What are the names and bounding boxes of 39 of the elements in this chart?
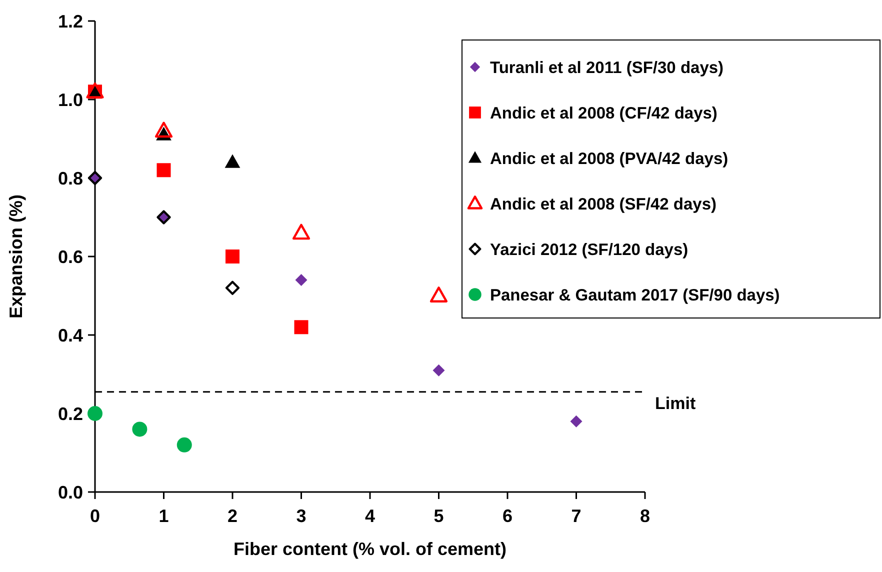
x-axis-title: Fiber content (% vol. of cement) <box>233 539 507 559</box>
x-tick-label: 1 <box>158 506 169 526</box>
ref-line-label: Limit <box>655 394 696 413</box>
point <box>295 274 308 286</box>
legend-label: Turanli et al 2011 (SF/30 days) <box>490 58 724 77</box>
x-tick-label: 7 <box>571 506 582 526</box>
y-tick-label: 1.2 <box>58 11 83 32</box>
point <box>225 280 240 295</box>
legend-label: Andic et al 2008 (CF/42 days) <box>490 104 718 122</box>
y-tick-label: 0.8 <box>58 168 83 188</box>
legend-label: Yazici 2012 (SF/120 days) <box>490 240 688 259</box>
y-tick-label: 0.4 <box>58 325 83 346</box>
point <box>570 415 582 428</box>
point <box>132 422 148 437</box>
x-tick-label: 3 <box>296 506 306 526</box>
y-tick-label: 0.2 <box>58 404 83 424</box>
point <box>154 122 173 138</box>
y-tick-label: 1.0 <box>58 90 83 110</box>
point <box>224 154 240 168</box>
x-tick-label: 4 <box>364 506 376 526</box>
point <box>294 320 308 334</box>
x-tick-label: 2 <box>227 506 238 526</box>
x-tick-label: 6 <box>502 506 513 526</box>
point <box>176 437 192 452</box>
point <box>88 406 102 421</box>
x-tick-label: 5 <box>434 506 444 526</box>
legend-label: Andic et al 2008 (PVA/42 days) <box>490 150 728 168</box>
y-tick-label: 0.6 <box>58 246 83 267</box>
y-tick-label: 0.0 <box>58 482 83 502</box>
point <box>226 250 240 264</box>
x-tick-label: 0 <box>90 506 100 526</box>
legend-label: Panesar & Gautam 2017 (SF/90 days) <box>490 286 780 304</box>
legend-label: Andic et al 2008 (SF/42 days) <box>490 195 717 214</box>
point <box>432 364 445 376</box>
y-axis-title: Expansion (%) <box>6 194 26 319</box>
x-tick-label: 8 <box>640 506 650 526</box>
point <box>430 286 448 302</box>
point <box>156 163 171 178</box>
point <box>292 224 310 240</box>
